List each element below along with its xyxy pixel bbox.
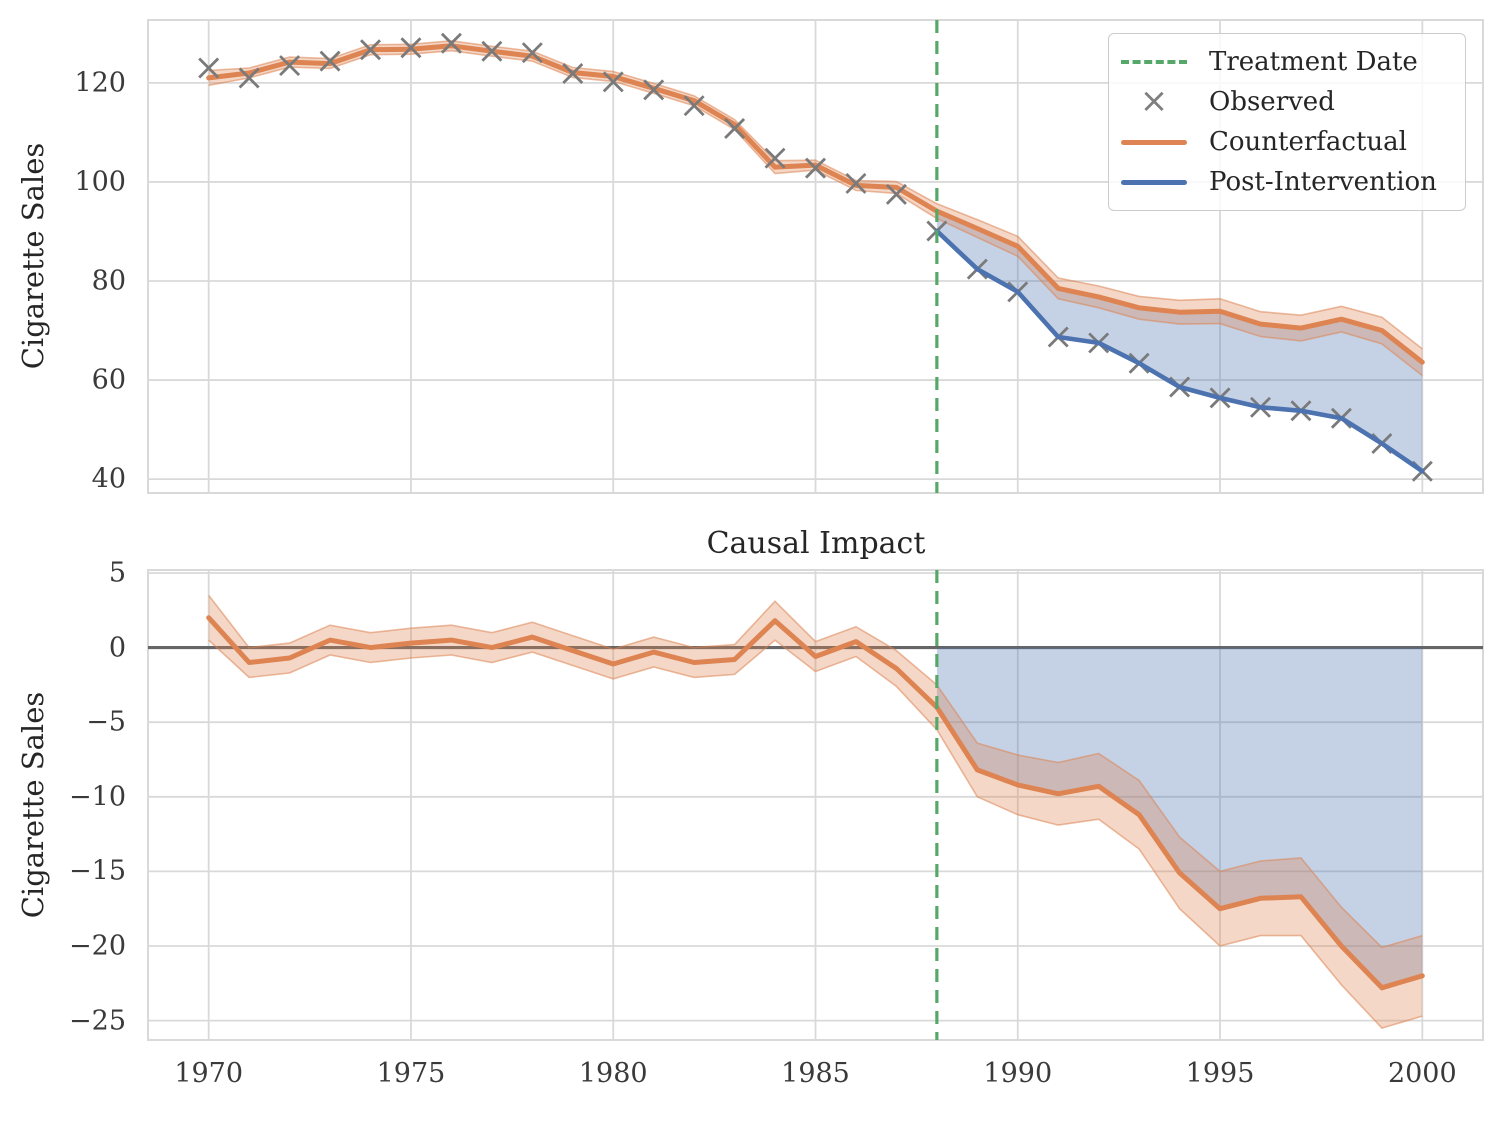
y-tick-label: 80 (91, 265, 126, 297)
x-tick-label: 1990 (983, 1058, 1053, 1089)
legend-label: Post-Intervention (1209, 167, 1437, 197)
bottom-chart-title: Causal Impact (706, 526, 926, 561)
treatment-date-dashed-line-icon (1121, 60, 1187, 64)
x-tick-label: 1975 (376, 1058, 446, 1089)
observed-x-marker-icon: × (1139, 81, 1169, 122)
confidence-band-upper-edge (208, 594, 1423, 949)
observed-markers (198, 32, 1433, 482)
y-tick-label: 60 (91, 364, 126, 396)
x-tick-label: 1980 (578, 1058, 648, 1089)
legend: Treatment Date × Observed Counterfactual… (1108, 33, 1466, 211)
post-intervention-shaded-area (936, 647, 1423, 988)
legend-label: Treatment Date (1209, 47, 1418, 77)
y-tick-label: −10 (69, 781, 126, 813)
legend-item-treatment-date: Treatment Date (1121, 47, 1453, 77)
y-tick-label: −5 (86, 706, 126, 738)
confidence-band-upper-edge (208, 39, 1423, 350)
legend-label: Observed (1209, 87, 1335, 117)
legend-item-observed: × Observed (1121, 81, 1453, 122)
y-tick-label: 100 (74, 166, 126, 198)
counterfactual-line-icon (1121, 139, 1187, 145)
legend-item-counterfactual: Counterfactual (1121, 127, 1453, 157)
axes-spine (147, 19, 1484, 494)
y-tick-label: 5 (108, 557, 126, 589)
post-intervention-line-icon (1121, 179, 1187, 185)
y-tick-label: 40 (91, 463, 126, 495)
confidence-band-lower-edge (208, 639, 1423, 1030)
axes-spine (147, 569, 1484, 1041)
impact-line (206, 615, 1425, 991)
y-tick-label: −25 (69, 1005, 126, 1037)
bottom-chart (147, 569, 1484, 1041)
x-tick-label: 2000 (1387, 1058, 1457, 1089)
y-tick-label: −20 (69, 930, 126, 962)
confidence-band-lower-edge (208, 49, 1423, 377)
y-tick-label: 0 (108, 632, 126, 664)
x-tick-label: 1995 (1185, 1058, 1255, 1089)
x-tick-label: 1970 (174, 1058, 244, 1089)
post-intervention-line (934, 228, 1425, 474)
x-tick-label: 1985 (781, 1058, 850, 1089)
y-tick-label: 120 (74, 67, 126, 99)
legend-item-post-intervention: Post-Intervention (1121, 167, 1453, 197)
y-tick-label: −15 (69, 855, 126, 887)
legend-label: Counterfactual (1209, 127, 1407, 157)
post-intervention-shaded-area (936, 211, 1423, 472)
